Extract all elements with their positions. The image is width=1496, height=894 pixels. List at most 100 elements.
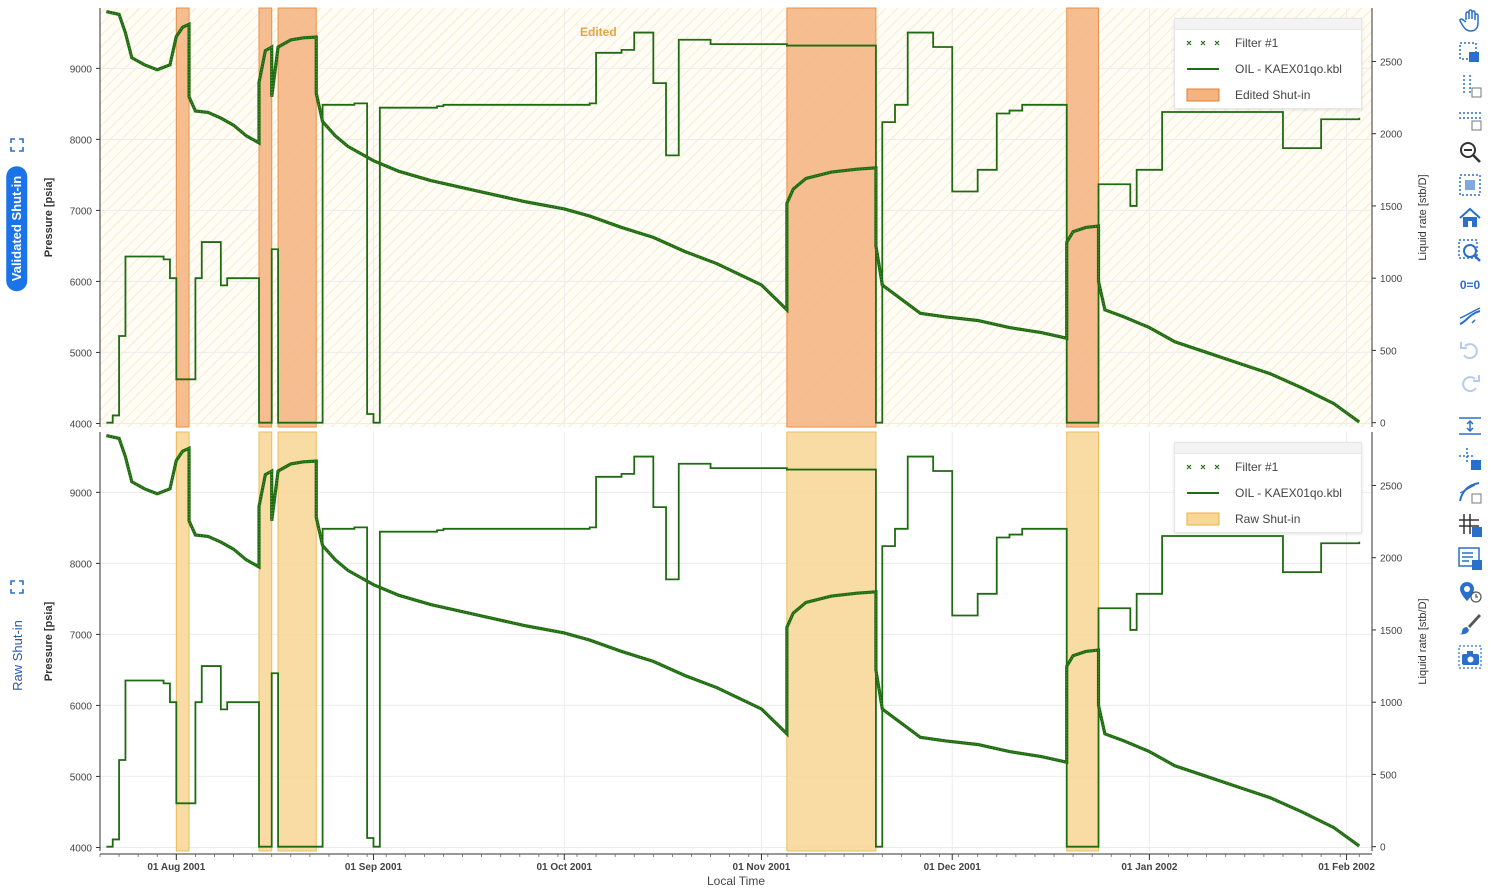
x-marker-icon (1185, 460, 1221, 474)
tab-raw-shut-in-label: Raw Shut-in (9, 619, 25, 691)
y-right-tick-label: 2000 (1380, 554, 1403, 565)
expand-icon[interactable] (10, 580, 24, 594)
zoom-region-icon[interactable] (1456, 237, 1484, 265)
y-axis-left-label: Pressure [psia] (43, 177, 55, 257)
y-right-tick-label: 500 (1380, 346, 1397, 357)
x-tick-label: 01 Sep 2001 (345, 862, 403, 873)
y-axis-right-label: Liquid rate [stb/D] (1417, 174, 1429, 260)
equal-scale-icon[interactable]: 0=0 (1456, 270, 1484, 298)
y-right-tick-label: 0 (1380, 419, 1386, 430)
y-tick-label: 4000 (70, 419, 93, 430)
shut-in-band (258, 431, 273, 852)
pan-hand-icon[interactable] (1456, 6, 1484, 34)
legend-label: OIL - KAEX01qo.kbl (1235, 486, 1342, 500)
pressure-markers (106, 435, 1360, 847)
legend-bottom[interactable]: Filter #1 OIL - KAEX01qo.kbl Raw Shut-in (1174, 442, 1362, 533)
y-tick-label: 4000 (70, 843, 93, 854)
shut-in-band (175, 431, 190, 852)
shut-in-band (277, 431, 317, 852)
y-tick-label: 7000 (70, 630, 93, 641)
legend-item-oil[interactable]: OIL - KAEX01qo.kbl (1175, 480, 1361, 506)
legend-label: Raw Shut-in (1235, 512, 1301, 526)
y-tick-label: 8000 (70, 559, 93, 570)
line-icon (1185, 486, 1221, 500)
camera-icon[interactable] (1456, 643, 1484, 671)
x-tick-label: 01 Nov 2001 (733, 862, 791, 873)
y-right-tick-label: 2500 (1380, 481, 1403, 492)
redo-icon[interactable] (1456, 369, 1484, 397)
box-select-icon[interactable] (1456, 39, 1484, 67)
y-tick-label: 7000 (70, 206, 93, 217)
y-tick-label: 6000 (70, 701, 93, 712)
legend-toggle-icon[interactable] (1456, 544, 1484, 572)
y-tick-label: 9000 (70, 488, 93, 499)
expand-icon[interactable] (10, 138, 24, 152)
y-right-tick-label: 1000 (1380, 698, 1403, 709)
tab-validated-shut-in-label: Validated Shut-in (6, 165, 28, 291)
shut-in-band (1066, 431, 1100, 852)
legend-label: Filter #1 (1235, 460, 1279, 474)
tab-raw-shut-in[interactable]: Raw Shut-in (6, 600, 28, 710)
y-right-tick-label: 0 (1380, 843, 1386, 854)
y-tick-label: 6000 (70, 277, 93, 288)
curve-fit-icon[interactable] (1456, 303, 1484, 331)
legend-item-filter[interactable]: Filter #1 (1175, 30, 1361, 56)
legend-item-oil[interactable]: OIL - KAEX01qo.kbl (1175, 56, 1361, 82)
axis-spacing-icon[interactable] (1456, 412, 1484, 440)
x-tick-label: 01 Dec 2001 (924, 862, 982, 873)
undo-icon[interactable] (1456, 336, 1484, 364)
crosshair-select-icon[interactable] (1456, 445, 1484, 473)
x-marker-icon (1185, 36, 1221, 50)
grid-icon[interactable] (1456, 511, 1484, 539)
oil-rate-line (106, 31, 1361, 424)
y-axis-right-label: Liquid rate [stb/D] (1417, 598, 1429, 684)
legend-item-shut-in[interactable]: Raw Shut-in (1175, 506, 1361, 532)
edited-annotation: Edited (580, 25, 617, 39)
y-axis-left-label: Pressure [psia] (43, 601, 55, 681)
svg-text:0=0: 0=0 (1460, 278, 1481, 292)
legend-label: OIL - KAEX01qo.kbl (1235, 62, 1342, 76)
legend-label: Edited Shut-in (1235, 88, 1311, 102)
x-axis: 01 Aug 2001 01 Sep 2001 01 Oct 2001 01 Nov … (99, 853, 1375, 873)
x-tick-label: 01 Feb 2002 (1318, 862, 1375, 873)
shut-in-band (786, 431, 877, 852)
legend-top[interactable]: Filter #1 OIL - KAEX01qo.kbl Edited Shut… (1174, 18, 1362, 109)
y-right-tick-label: 1500 (1380, 202, 1403, 213)
y-range-select-icon[interactable] (1456, 105, 1484, 133)
brush-icon[interactable] (1456, 610, 1484, 638)
tab-validated-shut-in[interactable]: Validated Shut-in (6, 160, 28, 296)
y-tick-label: 5000 (70, 348, 93, 359)
pressure-markers (106, 11, 1360, 423)
plot-panel: 4000 5000 6000 7000 8000 9000 0 500 1000 1500 2000… (43, 7, 1429, 430)
y-right-tick-label: 2500 (1380, 57, 1403, 68)
shut-in-band (277, 7, 317, 428)
shut-in-band (175, 7, 190, 428)
line-icon (1185, 62, 1221, 76)
box-zoom-icon[interactable] (1456, 171, 1484, 199)
y-right-tick-label: 500 (1380, 770, 1397, 781)
toolbar: 0=0 (1452, 4, 1488, 674)
home-icon[interactable] (1456, 204, 1484, 232)
x-range-select-icon[interactable] (1456, 72, 1484, 100)
shut-in-band (786, 7, 877, 428)
oil-rate-line (106, 455, 1361, 848)
y-tick-label: 5000 (70, 772, 93, 783)
y-right-tick-label: 2000 (1380, 130, 1403, 141)
y-tick-label: 8000 (70, 135, 93, 146)
y-right-tick-label: 1500 (1380, 626, 1403, 637)
shut-in-band (258, 7, 273, 428)
y-right-tick-label: 1000 (1380, 274, 1403, 285)
shut-in-band (1066, 7, 1100, 428)
plot-panel: 4000 5000 6000 7000 8000 9000 0 500 1000 1500 2000… (43, 431, 1429, 854)
y-tick-label: 9000 (70, 64, 93, 75)
patch-icon (1185, 88, 1221, 102)
legend-item-shut-in[interactable]: Edited Shut-in (1175, 82, 1361, 108)
marker-time-icon[interactable] (1456, 577, 1484, 605)
x-axis-title: Local Time (706, 874, 766, 888)
legend-item-filter[interactable]: Filter #1 (1175, 454, 1361, 480)
zoom-out-icon[interactable] (1456, 138, 1484, 166)
tangent-icon[interactable] (1456, 478, 1484, 506)
x-tick-label: 01 Jan 2002 (1121, 862, 1178, 873)
x-tick-label: 01 Aug 2001 (147, 862, 205, 873)
